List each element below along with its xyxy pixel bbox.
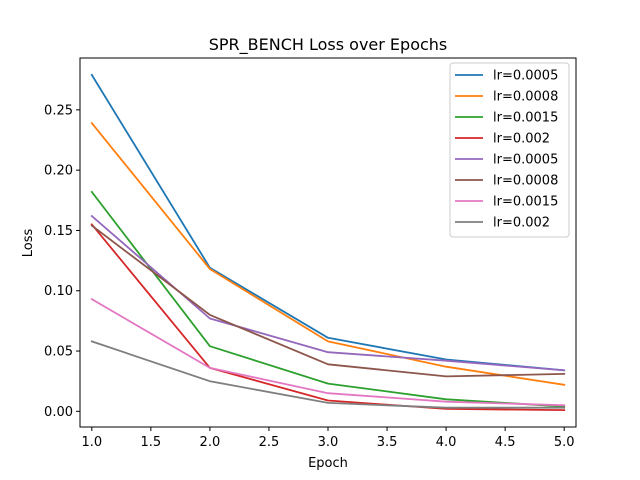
y-tick-label: 0.00 xyxy=(44,405,73,420)
legend-label: lr=0.002 xyxy=(493,216,550,231)
series-line-4 xyxy=(90,223,566,412)
x-axis-title: Epoch xyxy=(308,456,348,471)
x-tick-label: 1.5 xyxy=(141,435,162,450)
y-axis-ticks: 0.00 0.05 0.10 0.15 0.20 0.25 xyxy=(44,103,80,420)
series-line-8 xyxy=(90,340,566,409)
legend-label: lr=0.0005 xyxy=(493,69,558,84)
series-line-2 xyxy=(90,121,566,386)
legend-label: lr=0.0005 xyxy=(493,153,558,168)
x-tick-label: 4.0 xyxy=(436,435,457,450)
series-line-6 xyxy=(90,224,566,378)
y-axis-title: Loss xyxy=(21,229,36,258)
x-tick-label: 5.0 xyxy=(554,435,575,450)
y-tick-label: 0.05 xyxy=(44,345,73,360)
legend-label: lr=0.002 xyxy=(493,132,550,147)
series-line-7 xyxy=(90,297,566,407)
x-tick-label: 2.0 xyxy=(200,435,221,450)
legend-label: lr=0.0008 xyxy=(493,174,558,189)
x-tick-label: 1.0 xyxy=(81,435,102,450)
x-axis-ticks: 1.0 1.5 2.0 2.5 3.0 3.5 4.0 4.5 5.0 xyxy=(81,427,575,450)
series-line-3 xyxy=(90,190,566,408)
legend: lr=0.0005 lr=0.0008 lr=0.0015 lr=0.002 lr=0.… xyxy=(449,62,570,238)
y-tick-label: 0.25 xyxy=(44,103,73,118)
y-tick-label: 0.20 xyxy=(44,164,73,179)
y-tick-label: 0.15 xyxy=(44,224,73,239)
x-tick-label: 3.0 xyxy=(318,435,339,450)
x-tick-label: 4.5 xyxy=(495,435,516,450)
chart-title: SPR_BENCH Loss over Epochs xyxy=(209,35,448,55)
series-layer xyxy=(90,73,566,412)
x-tick-label: 3.5 xyxy=(377,435,398,450)
legend-label: lr=0.0008 xyxy=(493,90,558,105)
x-tick-label: 2.5 xyxy=(259,435,280,450)
legend-label: lr=0.0015 xyxy=(493,111,558,126)
legend-frame xyxy=(449,62,570,238)
legend-label: lr=0.0015 xyxy=(493,195,558,210)
y-tick-label: 0.10 xyxy=(44,284,73,299)
